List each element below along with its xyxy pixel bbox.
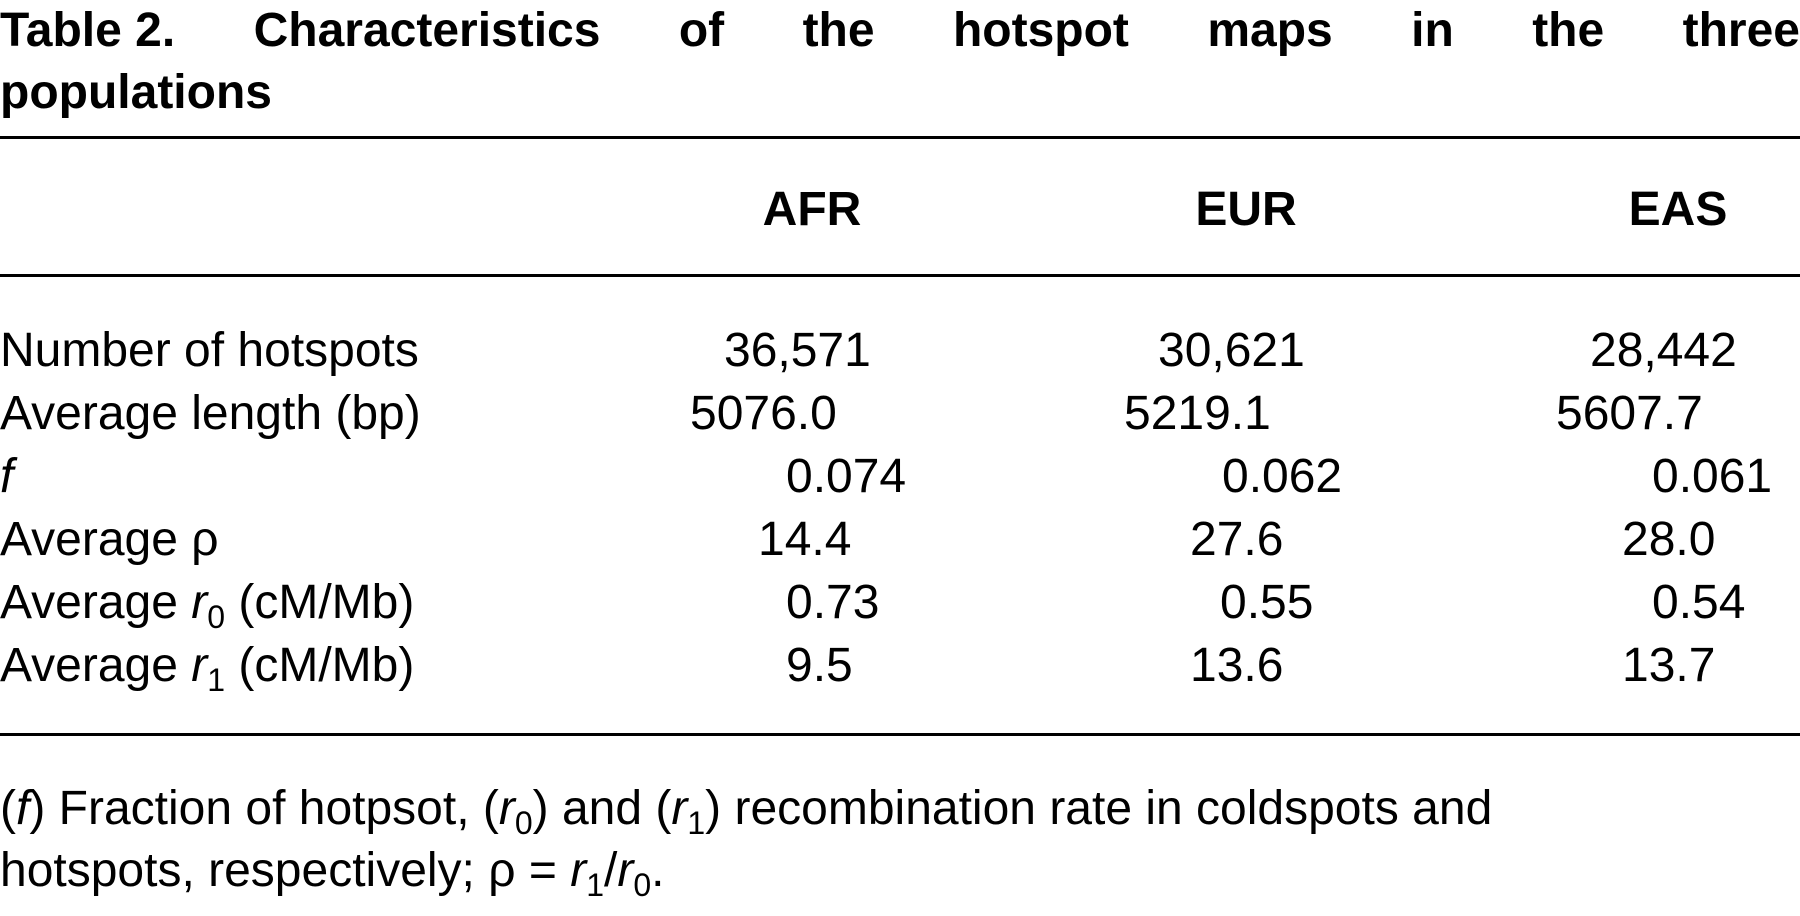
row-label: Number of hotspots [0,324,419,377]
footnote-variable: r [570,844,587,897]
row-label: Average length (bp) [0,387,421,440]
cell-value: 0.062 [1222,450,1343,503]
row-label-suffix: (cM/Mb) [225,639,415,692]
row-label-suffix: (cM/Mb) [225,576,415,629]
row-label-variable: r [191,576,208,629]
footnote-text: / [604,844,618,897]
footnote-subscript: 0 [514,805,533,841]
footnote-text: ) Fraction of hotpsot, ( [29,782,499,835]
column-header-eas: EAS [1628,183,1728,236]
footnote-variable: r [671,782,688,835]
table-row: Average r0 (cM/Mb) 0.73 0.55 0.54 [0,572,1800,635]
row-label-subscript: 1 [207,662,226,698]
footnote-text: . [651,844,665,897]
caption-word: of [678,4,725,57]
cell-value: 0.074 [786,450,907,503]
cell-value: 0.55 [1220,576,1314,629]
row-label: Average ρ [0,513,219,566]
column-header-afr: AFR [762,183,862,236]
cell-value: 36,571 [724,324,871,377]
cell-value: 13.6 [1190,639,1284,692]
caption-word: maps [1207,4,1333,57]
table-footnote: (f) Fraction of hotpsot, (r0) and (r1) r… [0,778,1800,903]
caption-word: three [1682,4,1800,57]
caption-word: populations [0,66,272,119]
caption-word: the [1532,4,1605,57]
footnote-subscript: 0 [633,867,652,903]
row-label-prefix: Average [0,639,192,692]
caption-word: hotspot [952,4,1129,57]
row-label: Average r1 (cM/Mb) [0,635,414,711]
caption-word: Characteristics [253,4,601,57]
cell-value: 13.7 [1622,639,1716,692]
cell-value: 9.5 [786,639,853,692]
caption-word: the [802,4,875,57]
footnote-text: ( [0,782,16,835]
footnote-text: ) recombination rate in coldspots and [705,782,1493,835]
footnote-subscript: 1 [687,805,706,841]
row-label-prefix: Average [0,576,192,629]
row-label-variable: r [191,639,208,692]
footnote-variable: f [15,782,30,835]
column-header-eur: EUR [1195,183,1297,236]
cell-value: 0.73 [786,576,880,629]
caption-line-2: populations [0,62,1800,124]
cell-value: 0.54 [1652,576,1746,629]
footnote-variable: r [617,844,634,897]
footnote-text: ) and ( [532,782,672,835]
cell-value: 5607.7 [1556,387,1703,440]
header-rule [0,274,1800,277]
footnote-variable: r [498,782,515,835]
cell-value: 27.6 [1190,513,1284,566]
caption-line-1: Table 2. Characteristics of the hotspot … [0,0,1800,62]
footnote-text: hotspots, respectively; ρ = [0,844,571,897]
caption-label: Table 2. [0,4,176,57]
cell-value: 0.061 [1652,450,1773,503]
table-caption: Table 2. Characteristics of the hotspot … [0,0,1800,124]
row-label-subscript: 0 [207,599,226,635]
row-label: Average r0 (cM/Mb) [0,572,414,648]
row-label: f [0,450,14,503]
caption-word: in [1411,4,1454,57]
table-row: f 0.074 0.062 0.061 [0,446,1800,508]
footnote-line-1: (f) Fraction of hotpsot, (r0) and (r1) r… [0,778,1800,841]
cell-value: 5076.0 [690,387,837,440]
table-row: Average ρ 14.4 27.6 28.0 [0,509,1800,571]
bottom-rule [0,733,1800,736]
cell-value: 28.0 [1622,513,1716,566]
top-rule [0,136,1800,139]
footnote-subscript: 1 [586,867,605,903]
table-row: Average length (bp) 5076.0 5219.1 5607.7 [0,383,1800,445]
table-row: Number of hotspots 36,571 30,621 28,442 [0,320,1800,382]
cell-value: 28,442 [1590,324,1737,377]
cell-value: 5219.1 [1124,387,1271,440]
cell-value: 14.4 [758,513,852,566]
table-row: Average r1 (cM/Mb) 9.5 13.6 13.7 [0,635,1800,698]
cell-value: 30,621 [1158,324,1305,377]
footnote-line-2: hotspots, respectively; ρ = r1/r0. [0,840,1800,903]
